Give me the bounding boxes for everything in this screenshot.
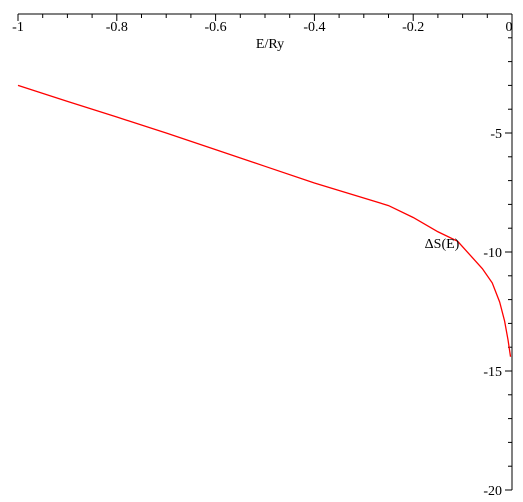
x-tick-label: -0.4 bbox=[303, 20, 325, 35]
axes: -1 -0.8 -0.6 -0.4 -0.2 0 -5 -10 -15 -20 bbox=[12, 13, 513, 499]
y-tick-label: -15 bbox=[483, 365, 502, 380]
y-tick-label: -20 bbox=[483, 484, 502, 499]
series-line-0 bbox=[17, 84, 512, 357]
x-tick-label: -1 bbox=[12, 20, 24, 35]
series-layer bbox=[17, 84, 512, 357]
x-axis-label: E/Ry bbox=[256, 37, 284, 52]
x-tick-label: -0.8 bbox=[106, 20, 128, 35]
x-tick-label: 0 bbox=[506, 20, 513, 35]
x-tick-label: -0.2 bbox=[402, 20, 424, 35]
y-tick-label: -5 bbox=[490, 127, 502, 142]
x-tick-label: -0.6 bbox=[205, 20, 227, 35]
y-tick-label: -10 bbox=[483, 246, 502, 261]
y-axis-label: ΔS(E) bbox=[425, 237, 460, 252]
labels-layer: E/Ry ΔS(E) bbox=[256, 37, 460, 252]
